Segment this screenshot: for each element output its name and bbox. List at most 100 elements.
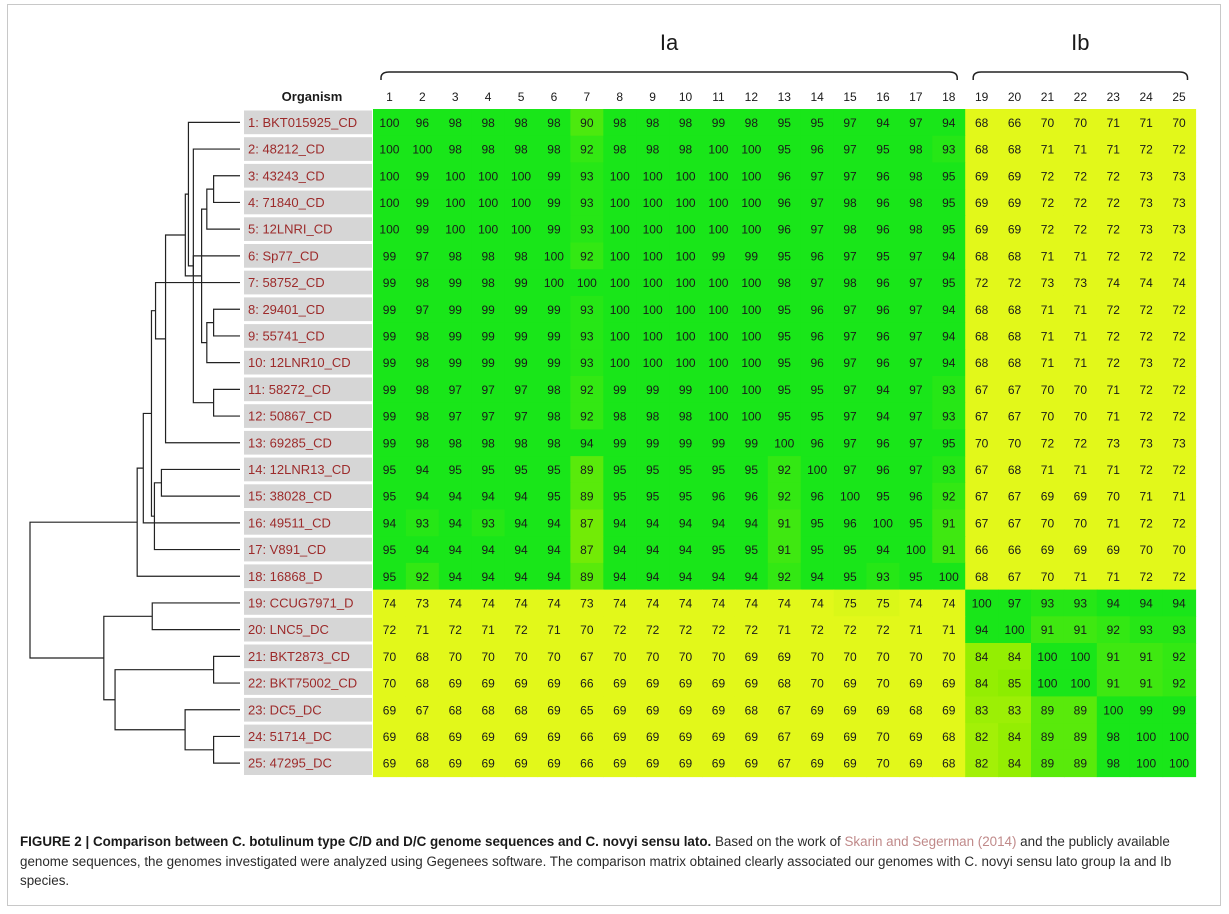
matrix-cell xyxy=(734,696,769,724)
matrix-value: 100 xyxy=(379,143,399,157)
matrix-cell xyxy=(373,295,407,324)
matrix-value: 71 xyxy=(481,623,495,637)
matrix-value: 68 xyxy=(942,730,956,744)
matrix-value: 99 xyxy=(679,436,693,450)
matrix-value: 70 xyxy=(975,436,989,450)
matrix-cell xyxy=(603,456,637,484)
matrix-value: 94 xyxy=(942,116,956,130)
matrix-value: 66 xyxy=(1008,543,1022,557)
matrix-cell xyxy=(965,189,999,217)
matrix-cell xyxy=(899,162,933,190)
matrix-value: 71 xyxy=(1107,463,1121,477)
matrix-cell xyxy=(800,162,835,190)
matrix-cell xyxy=(767,589,802,617)
matrix-value: 70 xyxy=(876,757,890,771)
column-number: 25 xyxy=(1172,90,1186,104)
matrix-value: 69 xyxy=(712,703,726,717)
matrix-cell xyxy=(866,643,900,671)
matrix-cell xyxy=(734,589,769,617)
matrix-value: 96 xyxy=(876,356,890,370)
matrix-cell xyxy=(1031,749,1065,778)
matrix-value: 72 xyxy=(383,623,397,637)
matrix-value: 97 xyxy=(909,463,923,477)
matrix-value: 68 xyxy=(975,303,989,317)
matrix-cell xyxy=(603,349,637,377)
column-number: 14 xyxy=(810,90,824,104)
matrix-cell xyxy=(504,269,539,297)
matrix-value: 72 xyxy=(1172,570,1186,584)
matrix-cell xyxy=(702,723,736,751)
organism-label-bg xyxy=(244,564,372,589)
matrix-value: 95 xyxy=(547,463,561,477)
matrix-cell xyxy=(636,616,670,644)
column-number: 3 xyxy=(452,90,459,104)
matrix-value: 72 xyxy=(1074,169,1088,183)
matrix-value: 72 xyxy=(1139,516,1153,530)
matrix-cell xyxy=(1031,242,1065,270)
matrix-value: 98 xyxy=(646,116,660,130)
matrix-cell xyxy=(1162,376,1197,404)
matrix-cell xyxy=(603,322,637,350)
matrix-value: 98 xyxy=(416,329,430,343)
matrix-cell xyxy=(767,723,802,751)
matrix-cell xyxy=(405,536,440,564)
matrix-value: 69 xyxy=(646,757,660,771)
matrix-value: 70 xyxy=(810,677,824,691)
matrix-value: 97 xyxy=(810,223,824,237)
matrix-cell xyxy=(1031,322,1065,350)
matrix-cell xyxy=(1031,162,1065,190)
matrix-cell xyxy=(998,509,1032,537)
matrix-value: 72 xyxy=(1139,463,1153,477)
matrix-cell xyxy=(800,429,835,457)
matrix-cell xyxy=(471,456,506,484)
matrix-cell xyxy=(734,162,769,190)
matrix-cell xyxy=(998,109,1032,137)
matrix-cell xyxy=(1129,215,1164,244)
dendrogram-branch xyxy=(103,615,153,701)
matrix-cell xyxy=(669,723,703,751)
matrix-cell xyxy=(800,402,835,430)
matrix-value: 69 xyxy=(679,730,693,744)
matrix-cell xyxy=(965,295,999,324)
matrix-cell xyxy=(767,562,802,591)
matrix-cell xyxy=(405,723,440,751)
matrix-value: 95 xyxy=(679,490,693,504)
matrix-value: 97 xyxy=(909,249,923,263)
matrix-value: 100 xyxy=(577,276,597,290)
matrix-value: 100 xyxy=(1070,650,1090,664)
matrix-value: 96 xyxy=(778,196,792,210)
matrix-value: 94 xyxy=(449,543,463,557)
matrix-cell xyxy=(998,589,1032,617)
caption-citation-link[interactable]: Skarin and Segerman (2014) xyxy=(844,834,1017,849)
matrix-cell xyxy=(998,242,1032,270)
matrix-cell xyxy=(603,589,637,617)
matrix-value: 100 xyxy=(610,303,630,317)
matrix-value: 94 xyxy=(942,329,956,343)
matrix-cell xyxy=(800,536,835,564)
matrix-cell xyxy=(405,482,440,511)
matrix-value: 68 xyxy=(975,249,989,263)
matrix-cell xyxy=(998,429,1032,457)
matrix-value: 72 xyxy=(1041,436,1055,450)
matrix-value: 99 xyxy=(646,383,660,397)
matrix-cell xyxy=(866,215,900,244)
matrix-cell xyxy=(1096,696,1131,724)
matrix-cell xyxy=(1031,135,1065,163)
matrix-value: 93 xyxy=(416,516,430,530)
matrix-cell xyxy=(603,135,637,163)
matrix-value: 100 xyxy=(643,276,663,290)
matrix-value: 95 xyxy=(481,463,495,477)
matrix-cell xyxy=(998,269,1032,297)
matrix-cell xyxy=(570,215,604,244)
matrix-value: 100 xyxy=(379,169,399,183)
matrix-cell xyxy=(800,109,835,137)
matrix-value: 95 xyxy=(942,276,956,290)
matrix-cell xyxy=(1162,269,1197,297)
matrix-cell xyxy=(702,482,736,511)
caption-text-2: and the publicly available genome sequen… xyxy=(20,834,1172,888)
matrix-cell xyxy=(702,162,736,190)
matrix-cell xyxy=(570,109,604,137)
matrix-value: 72 xyxy=(1041,223,1055,237)
matrix-value: 70 xyxy=(1041,383,1055,397)
matrix-value: 71 xyxy=(547,623,561,637)
